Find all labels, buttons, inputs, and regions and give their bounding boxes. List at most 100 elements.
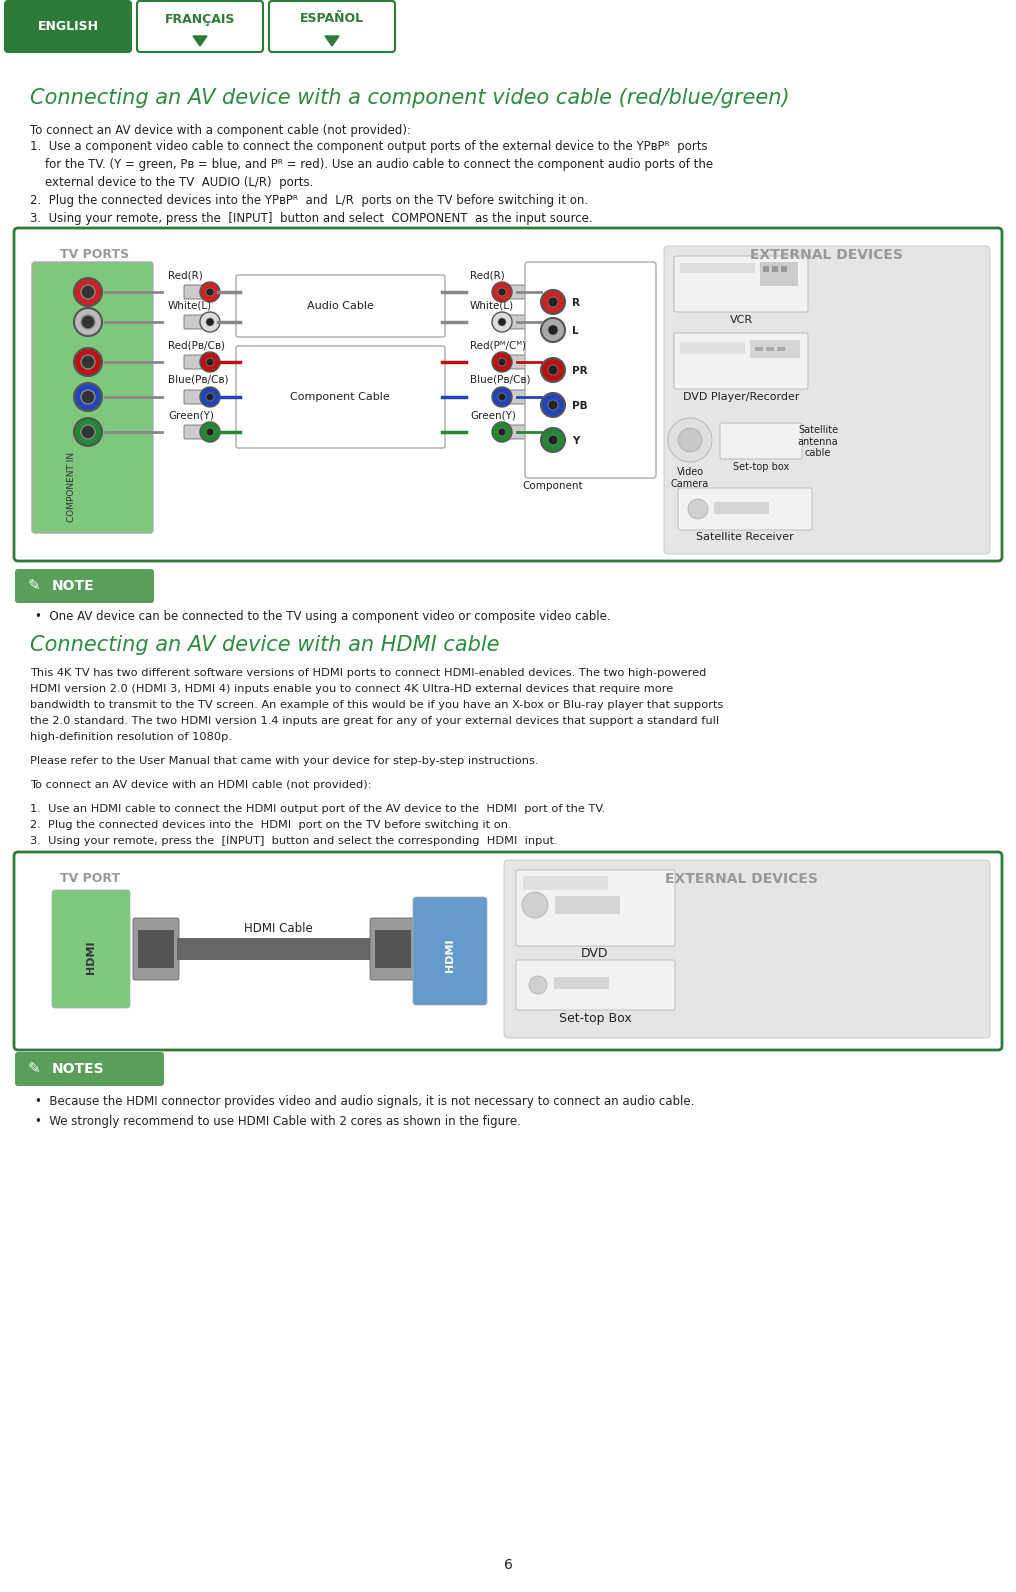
Text: 3.  Using your remote, press the  [INPUT]  button and select the corresponding  : 3. Using your remote, press the [INPUT] … [30,836,558,845]
Bar [777,347,785,350]
Circle shape [200,282,220,302]
FancyBboxPatch shape [504,860,990,1038]
Circle shape [548,435,558,446]
Text: TV PORTS: TV PORTS [60,248,129,261]
Circle shape [74,384,102,411]
Circle shape [529,976,547,993]
Text: 3.  Using your remote, press the  [INPUT]  button and select  COMPONENT  as the : 3. Using your remote, press the [INPUT] … [30,212,592,224]
Circle shape [541,358,565,382]
Text: PB: PB [572,401,587,411]
Bar [760,263,798,287]
Circle shape [206,393,214,401]
Text: bandwidth to transmit to the TV screen. An example of this would be if you have : bandwidth to transmit to the TV screen. … [30,700,723,710]
Bar [555,896,620,914]
FancyBboxPatch shape [184,315,208,330]
Circle shape [492,352,512,373]
Text: Blue(Pʙ/Cʙ): Blue(Pʙ/Cʙ) [168,376,229,385]
Text: Component: Component [522,481,583,490]
Bar [781,266,787,272]
Circle shape [200,352,220,373]
Bar [680,342,745,353]
Text: Please refer to the User Manual that came with your device for step-by-step inst: Please refer to the User Manual that cam… [30,756,538,766]
FancyBboxPatch shape [720,423,802,458]
Text: NOTES: NOTES [52,1062,105,1076]
Text: To connect an AV device with a component cable (not provided):: To connect an AV device with a component… [30,124,411,137]
Text: White(L): White(L) [470,299,514,310]
Bar [763,266,769,272]
Bar [772,266,778,272]
Circle shape [498,288,506,296]
Text: 1.  Use an HDMI cable to connect the HDMI output port of the AV device to the  H: 1. Use an HDMI cable to connect the HDMI… [30,804,606,814]
Text: Red(Pᴹ/Cᴹ): Red(Pᴹ/Cᴹ) [470,341,526,350]
Text: HDMI: HDMI [445,938,455,971]
Text: L: L [572,326,579,336]
Circle shape [200,387,220,408]
Text: EXTERNAL DEVICES: EXTERNAL DEVICES [665,872,818,887]
FancyBboxPatch shape [14,228,1002,560]
Text: Green(Y): Green(Y) [470,411,516,420]
Text: 1.  Use a component video cable to connect the component output ports of the ext: 1. Use a component video cable to connec… [30,140,713,189]
Bar [766,347,774,350]
Circle shape [522,892,548,919]
Circle shape [678,428,702,452]
Circle shape [492,422,512,443]
Circle shape [688,498,708,519]
FancyBboxPatch shape [15,568,154,603]
Bar [714,501,769,514]
Text: VCR: VCR [729,315,753,325]
Text: Satellite Receiver: Satellite Receiver [696,532,793,541]
Bar [523,876,608,890]
FancyBboxPatch shape [184,285,208,299]
Text: ✎: ✎ [28,1062,41,1076]
Text: Connecting an AV device with an HDMI cable: Connecting an AV device with an HDMI cab… [30,635,500,654]
FancyBboxPatch shape [525,263,656,478]
Text: EXTERNAL DEVICES: EXTERNAL DEVICES [750,248,903,263]
Bar [680,263,755,272]
FancyBboxPatch shape [14,852,1002,1051]
Bar [177,938,372,960]
FancyBboxPatch shape [236,275,445,338]
FancyBboxPatch shape [184,425,208,439]
FancyBboxPatch shape [52,890,130,1008]
FancyBboxPatch shape [504,390,528,404]
Circle shape [81,355,96,369]
Text: Set-top Box: Set-top Box [559,1013,631,1025]
Text: •  Because the HDMI connector provides video and audio signals, it is not necess: • Because the HDMI connector provides vi… [35,1095,694,1108]
Bar [750,341,800,358]
Circle shape [74,419,102,446]
Text: This 4K TV has two different software versions of HDMI ports to connect HDMI-ena: This 4K TV has two different software ve… [30,669,706,678]
Bar [554,977,609,989]
Text: Red(Pʙ/Cʙ): Red(Pʙ/Cʙ) [168,341,225,350]
Circle shape [541,318,565,342]
FancyBboxPatch shape [133,919,179,981]
Text: HDMI: HDMI [86,941,96,974]
Text: 2.  Plug the connected devices into the YPʙPᴿ  and  L/R  ports on the TV before : 2. Plug the connected devices into the Y… [30,194,588,207]
Circle shape [498,358,506,366]
FancyBboxPatch shape [15,1052,164,1086]
Circle shape [668,419,712,462]
FancyBboxPatch shape [184,355,208,369]
Circle shape [74,349,102,376]
Circle shape [492,312,512,333]
FancyBboxPatch shape [184,390,208,404]
Circle shape [541,290,565,314]
Text: Green(Y): Green(Y) [168,411,214,420]
Circle shape [81,285,96,299]
Circle shape [498,318,506,326]
Circle shape [548,365,558,376]
Text: TV PORT: TV PORT [60,872,120,885]
Polygon shape [193,37,207,46]
Text: Connecting an AV device with a component video cable (red/blue/green): Connecting an AV device with a component… [30,88,789,108]
Text: •  We strongly recommend to use HDMI Cable with 2 cores as shown in the figure.: • We strongly recommend to use HDMI Cabl… [35,1114,521,1129]
Circle shape [200,422,220,443]
FancyBboxPatch shape [664,247,990,554]
Circle shape [492,387,512,408]
Circle shape [206,318,214,326]
Circle shape [206,288,214,296]
Text: HDMI version 2.0 (HDMI 3, HDMI 4) inputs enable you to connect 4K Ultra-HD exter: HDMI version 2.0 (HDMI 3, HDMI 4) inputs… [30,685,674,694]
Text: high-definition resolution of 1080p.: high-definition resolution of 1080p. [30,732,232,742]
FancyBboxPatch shape [674,333,808,388]
Text: To connect an AV device with an HDMI cable (not provided):: To connect an AV device with an HDMI cab… [30,780,372,790]
FancyBboxPatch shape [137,2,263,53]
Circle shape [548,298,558,307]
